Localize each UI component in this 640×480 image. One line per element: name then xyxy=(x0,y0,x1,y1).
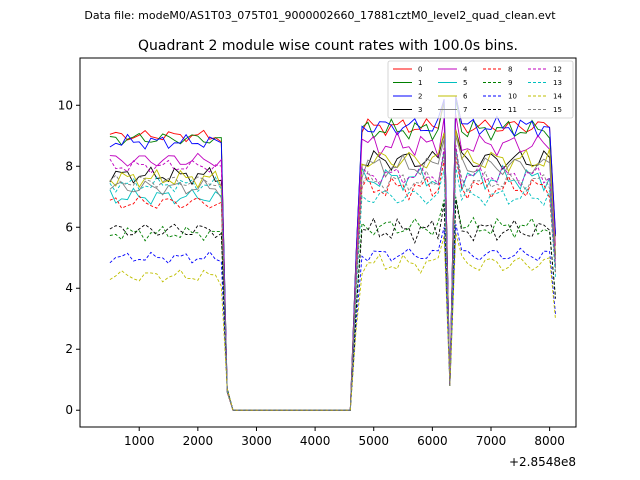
legend-label-12: 12 xyxy=(553,66,562,74)
y-tick-label-0: 0 xyxy=(65,403,73,417)
legend-label-4: 4 xyxy=(463,66,468,74)
x-tick-label-6000: 6000 xyxy=(417,434,448,448)
series-line-9 xyxy=(109,196,556,411)
series-line-14 xyxy=(109,233,556,411)
legend-label-2: 2 xyxy=(418,93,422,101)
legend-label-0: 0 xyxy=(418,66,422,74)
legend-label-10: 10 xyxy=(508,93,517,101)
chart-suptitle: Data file: modeM0/AS1T03_075T01_90000026… xyxy=(84,9,556,22)
legend-box xyxy=(387,60,574,119)
legend-label-1: 1 xyxy=(418,79,422,87)
series-line-12 xyxy=(109,144,556,411)
y-tick-label-10: 10 xyxy=(58,98,73,112)
x-offset-label: +2.8548e8 xyxy=(509,455,576,469)
series-line-10 xyxy=(109,224,556,411)
legend-label-5: 5 xyxy=(463,79,467,87)
legend-label-15: 15 xyxy=(553,106,562,114)
axes-frame xyxy=(79,57,577,428)
y-tick-label-8: 8 xyxy=(65,159,73,173)
x-tick-label-7000: 7000 xyxy=(476,434,507,448)
x-tick-label-1000: 1000 xyxy=(124,434,155,448)
chart-title: Quadrant 2 module wise count rates with … xyxy=(138,38,518,54)
x-tick-label-4000: 4000 xyxy=(300,434,331,448)
series-line-11 xyxy=(109,199,556,411)
series-line-3 xyxy=(109,129,556,411)
series-line-1 xyxy=(109,99,556,411)
y-tick-label-4: 4 xyxy=(65,281,73,295)
legend-label-6: 6 xyxy=(463,93,468,101)
x-tick-label-2000: 2000 xyxy=(183,434,214,448)
legend-label-14: 14 xyxy=(553,93,562,101)
y-axis: 0 2 4 6 8 10 xyxy=(58,98,80,417)
legend-label-13: 13 xyxy=(553,79,562,87)
legend-label-9: 9 xyxy=(508,79,512,87)
series-line-7 xyxy=(109,135,556,411)
x-tick-label-3000: 3000 xyxy=(241,434,272,448)
x-tick-label-5000: 5000 xyxy=(358,434,389,448)
legend-label-7: 7 xyxy=(463,106,467,114)
series-line-6 xyxy=(109,129,556,411)
x-tick-label-8000: 8000 xyxy=(534,434,565,448)
series-line-8 xyxy=(109,157,556,411)
series-line-15 xyxy=(109,150,556,411)
legend-label-11: 11 xyxy=(508,106,517,114)
series-line-2 xyxy=(109,96,556,411)
series-line-13 xyxy=(109,166,556,411)
y-tick-label-6: 6 xyxy=(65,220,73,234)
legend-label-8: 8 xyxy=(508,66,512,74)
y-tick-label-2: 2 xyxy=(65,342,73,356)
x-axis: 1000 2000 3000 4000 5000 6000 7000 8000 xyxy=(124,427,565,448)
legend-label-3: 3 xyxy=(418,106,422,114)
plot-series-group xyxy=(109,96,556,411)
